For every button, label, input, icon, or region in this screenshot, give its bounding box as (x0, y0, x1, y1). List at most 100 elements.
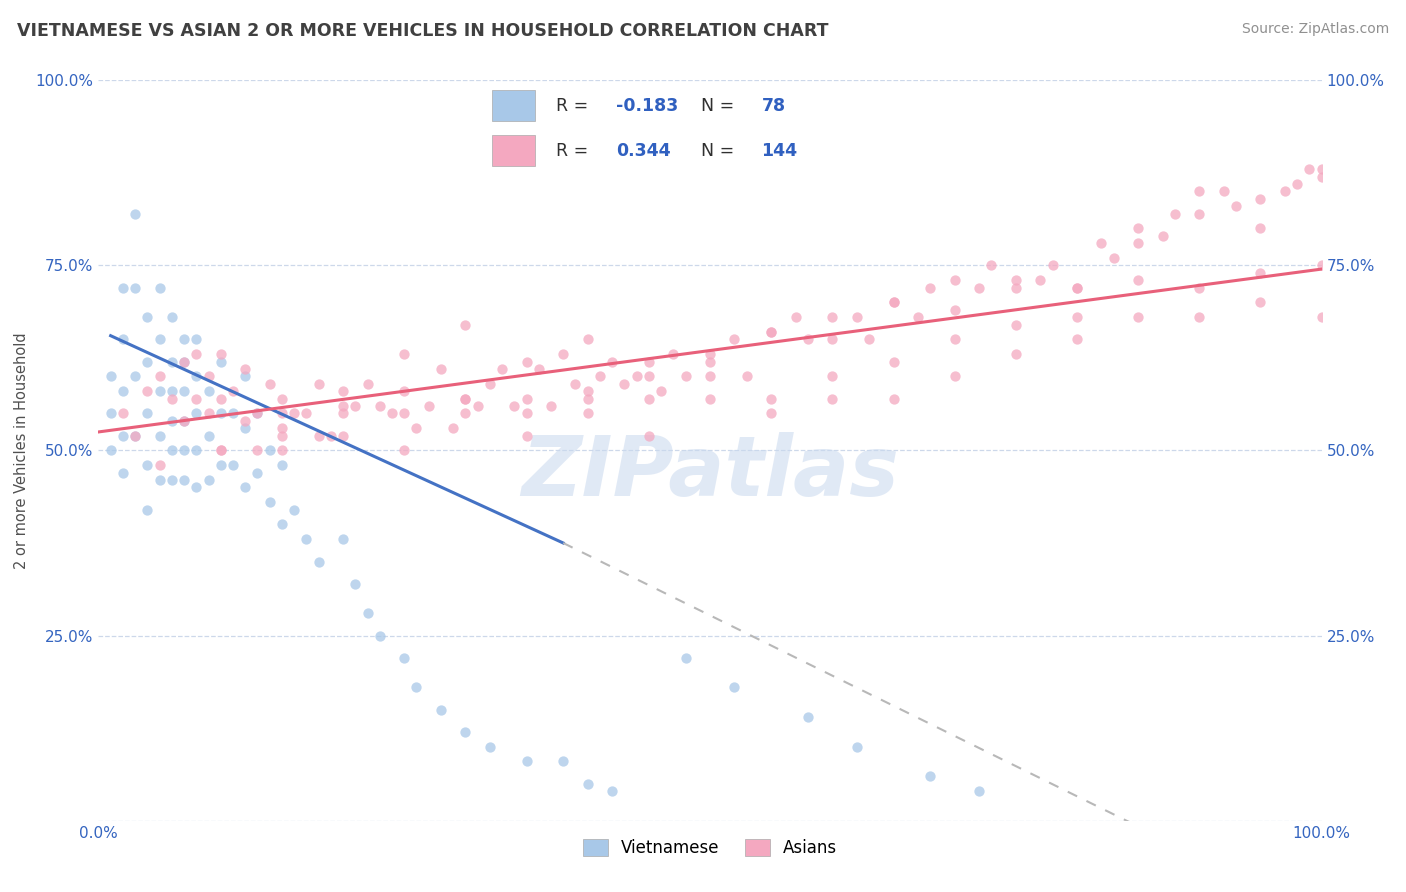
Point (943, 273, 966, 287)
Point (1249, 266, 1271, 280)
Point (883, 295, 905, 310)
Point (576, 776, 599, 791)
Text: R =: R = (555, 142, 588, 160)
Point (1225, 199, 1247, 213)
Text: 78: 78 (762, 96, 786, 114)
Point (332, 384, 354, 399)
Point (222, 458, 245, 473)
Point (246, 407, 269, 421)
Point (332, 428, 354, 442)
Point (186, 480, 208, 494)
Point (723, 681, 745, 695)
Point (637, 428, 661, 442)
Point (1212, 184, 1234, 198)
Text: Source: ZipAtlas.com: Source: ZipAtlas.com (1241, 22, 1389, 37)
Point (160, 354, 183, 368)
Point (515, 392, 537, 406)
Point (186, 347, 208, 361)
Point (136, 502, 159, 516)
Point (1004, 280, 1026, 294)
Point (270, 421, 294, 435)
Point (246, 466, 269, 480)
Point (1128, 273, 1150, 287)
Point (1286, 177, 1309, 191)
Point (1128, 221, 1150, 235)
Point (920, 280, 942, 294)
Point (173, 414, 195, 428)
Point (344, 576, 367, 591)
Point (699, 392, 721, 406)
Point (1066, 332, 1088, 346)
Point (845, 310, 868, 325)
Point (233, 369, 256, 384)
Point (197, 407, 219, 421)
Point (515, 354, 537, 368)
Point (270, 443, 294, 458)
Point (233, 362, 256, 376)
Point (723, 332, 745, 346)
Point (1188, 184, 1211, 198)
Point (699, 347, 721, 361)
Point (381, 407, 404, 421)
Point (1188, 280, 1211, 294)
Point (1310, 259, 1333, 273)
Point (149, 369, 172, 384)
Point (1090, 236, 1112, 251)
Point (270, 458, 294, 473)
Text: -0.183: -0.183 (616, 96, 679, 114)
Point (136, 458, 159, 473)
Text: R =: R = (555, 96, 588, 114)
Point (943, 332, 966, 346)
Point (209, 347, 232, 361)
Point (1164, 206, 1187, 220)
Point (270, 392, 294, 406)
Y-axis label: 2 or more Vehicles in Household: 2 or more Vehicles in Household (14, 332, 28, 569)
Point (699, 369, 721, 384)
Point (920, 769, 942, 783)
Point (308, 428, 330, 442)
Point (308, 376, 330, 391)
Point (209, 458, 232, 473)
Point (173, 443, 195, 458)
Point (1004, 318, 1026, 332)
Point (1152, 228, 1174, 243)
Point (186, 369, 208, 384)
Point (1249, 221, 1271, 235)
Point (392, 384, 416, 399)
Point (136, 384, 159, 399)
Point (160, 414, 183, 428)
Point (515, 428, 537, 442)
Point (173, 354, 195, 368)
Point (589, 369, 612, 384)
Point (907, 310, 929, 325)
Point (332, 407, 354, 421)
Point (246, 407, 269, 421)
Point (136, 407, 159, 421)
Point (186, 443, 208, 458)
Point (222, 384, 245, 399)
Point (1188, 206, 1211, 220)
Point (209, 354, 232, 368)
Point (124, 369, 146, 384)
Point (392, 347, 416, 361)
Point (295, 533, 318, 547)
Point (883, 295, 905, 310)
Bar (492, 136, 536, 166)
Point (515, 407, 537, 421)
Point (418, 399, 440, 413)
Point (186, 392, 208, 406)
Point (160, 443, 183, 458)
Point (675, 369, 697, 384)
Point (491, 362, 513, 376)
Point (1310, 310, 1333, 325)
Point (124, 206, 146, 220)
Point (761, 325, 783, 339)
Point (1004, 273, 1026, 287)
Point (600, 784, 623, 798)
Point (149, 332, 172, 346)
Point (160, 310, 183, 325)
Point (136, 310, 159, 325)
Point (1249, 192, 1271, 206)
Point (761, 407, 783, 421)
Point (564, 376, 586, 391)
